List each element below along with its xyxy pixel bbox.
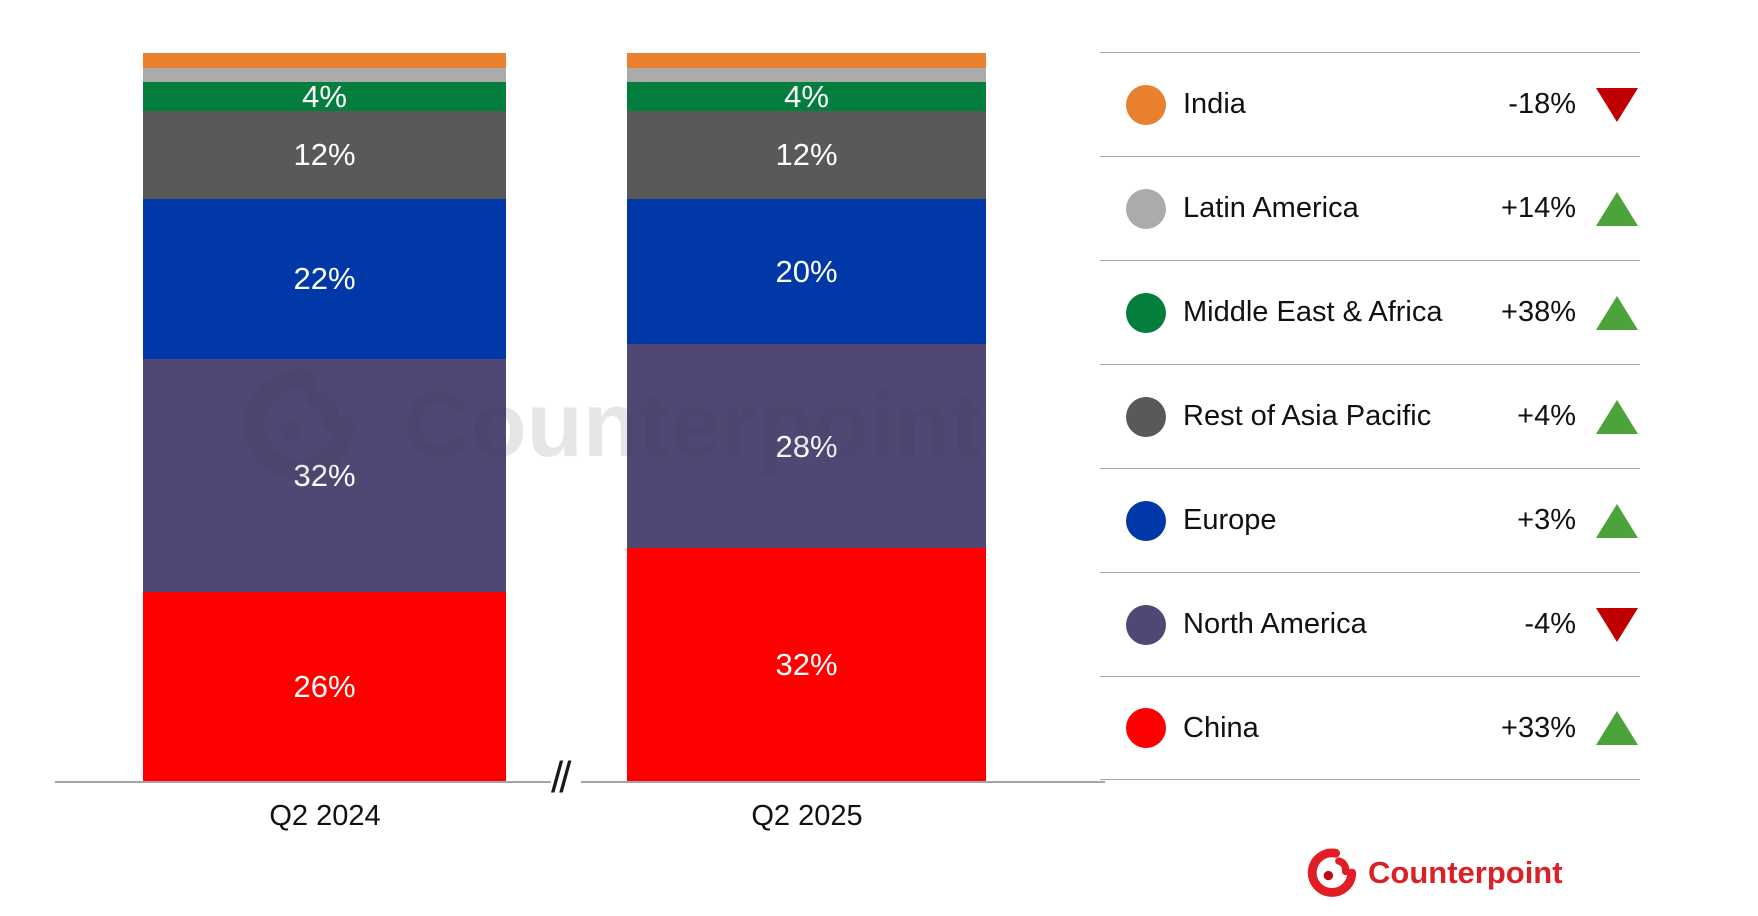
x-axis-line-right [581, 781, 1105, 783]
bar-segment-label: 28% [775, 428, 838, 464]
legend: India -18% Latin America +14% Middle East & … [1100, 52, 1640, 780]
legend-label: Latin America [1183, 192, 1359, 224]
bar-segment-latin-america [143, 67, 506, 83]
bar-segment-label: 12% [293, 137, 356, 173]
brand-name: Counterpoint [1368, 855, 1563, 890]
legend-row-india: India -18% [1100, 52, 1640, 156]
legend-color-dot [1126, 188, 1166, 229]
legend-row-rest-of-asia-pacific: Rest of Asia Pacific +4% [1100, 364, 1640, 468]
trend-down-icon [1596, 87, 1638, 122]
legend-row-china: China +33% [1100, 676, 1640, 780]
bar-segment-label: 32% [775, 646, 838, 682]
footer-logo: Counterpoint [1306, 846, 1563, 900]
trend-up-icon [1596, 399, 1638, 434]
bar-segment-north-america: 28% [627, 344, 986, 548]
x-axis-label-q2-2024: Q2 2024 [269, 800, 381, 832]
bar-segment-label: 32% [293, 457, 356, 493]
legend-label: Middle East & Africa [1183, 296, 1443, 328]
legend-label: Rest of Asia Pacific [1183, 400, 1432, 432]
legend-change-value: +4% [1517, 400, 1576, 432]
bar-segment-china: 32% [627, 547, 986, 781]
legend-row-latin-america: Latin America +14% [1100, 156, 1640, 260]
legend-color-dot [1126, 84, 1166, 125]
legend-label: China [1183, 711, 1259, 744]
bar-segment-rest-of-asia-pacific: 12% [143, 111, 506, 199]
legend-change-value: +14% [1501, 192, 1576, 224]
legend-change-value: -18% [1508, 88, 1576, 120]
bar-segment-north-america: 32% [143, 358, 506, 592]
legend-label: North America [1183, 608, 1367, 640]
legend-row-north-america: North America -4% [1100, 572, 1640, 676]
trend-up-icon [1596, 295, 1638, 330]
legend-change-value: +3% [1517, 504, 1576, 536]
bar-segment-china: 26% [143, 591, 506, 781]
counterpoint-logo-icon [1307, 848, 1357, 897]
bar-segment-middle-east-africa: 4% [627, 79, 986, 115]
legend-label: India [1183, 88, 1246, 120]
bar-segment-rest-of-asia-pacific: 12% [627, 111, 986, 199]
legend-row-europe: Europe +3% [1100, 468, 1640, 572]
bar-segment-india [627, 53, 986, 68]
trend-down-icon [1596, 607, 1638, 642]
legend-color-dot [1126, 604, 1166, 645]
legend-color-dot [1126, 292, 1166, 333]
bar-segment-europe: 20% [627, 198, 986, 345]
legend-change-value: +33% [1501, 711, 1576, 744]
bar-segment-label: 4% [302, 79, 347, 115]
trend-up-icon [1596, 503, 1638, 538]
bar-segment-latin-america [627, 67, 986, 83]
bar-segment-europe: 22% [143, 198, 506, 359]
x-axis-label-q2-2025: Q2 2025 [751, 800, 863, 832]
bar-segment-label: 26% [293, 668, 356, 704]
legend-change-value: +38% [1501, 296, 1576, 328]
legend-row-middle-east-africa: Middle East & Africa +38% [1100, 260, 1640, 364]
x-axis-line-left [55, 781, 551, 783]
legend-color-dot [1126, 396, 1166, 437]
bar-segment-label: 20% [775, 253, 838, 289]
trend-up-icon [1596, 191, 1638, 226]
legend-change-value: -4% [1524, 608, 1576, 640]
legend-color-dot [1126, 500, 1166, 541]
bar-segment-label: 4% [784, 79, 829, 115]
bar-segment-middle-east-africa: 4% [143, 79, 506, 115]
x-axis-break: // [551, 753, 572, 802]
bar-segment-label: 22% [293, 261, 356, 297]
stacked-bar-q2-2024: 4% 12% 22% 32% 26% [143, 53, 506, 781]
legend-color-dot [1126, 708, 1166, 748]
bar-segment-india [143, 53, 506, 68]
stacked-bar-q2-2025: 4% 12% 20% 28% 32% [627, 53, 986, 781]
bar-segment-label: 12% [775, 137, 838, 173]
trend-up-icon [1596, 711, 1638, 745]
legend-label: Europe [1183, 504, 1277, 536]
